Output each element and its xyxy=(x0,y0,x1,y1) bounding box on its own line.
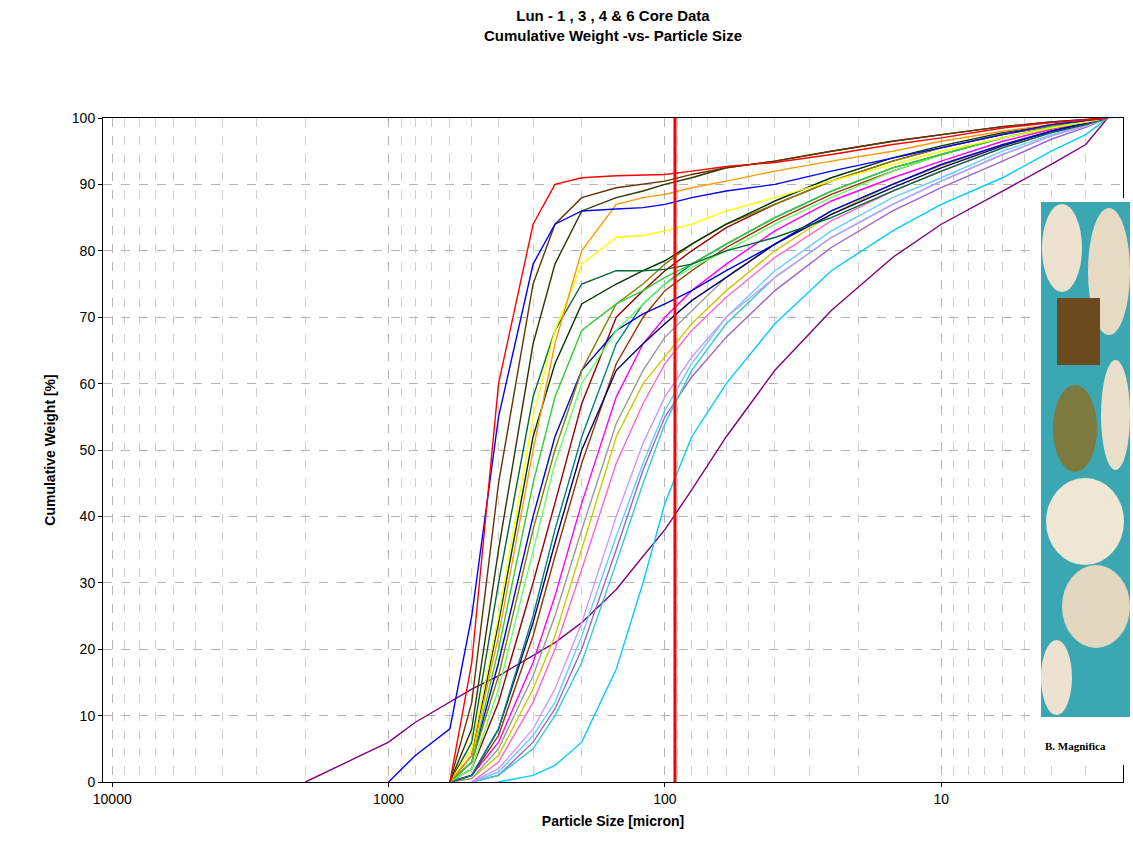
svg-text:Particle Size [micron]: Particle Size [micron] xyxy=(542,813,684,829)
svg-text:1000: 1000 xyxy=(373,791,404,807)
svg-text:100: 100 xyxy=(653,791,677,807)
svg-text:0: 0 xyxy=(87,774,95,790)
svg-text:10000: 10000 xyxy=(93,791,132,807)
svg-text:10: 10 xyxy=(933,791,949,807)
svg-text:70: 70 xyxy=(80,309,96,325)
svg-text:20: 20 xyxy=(80,641,96,657)
svg-text:10: 10 xyxy=(80,708,96,724)
svg-text:90: 90 xyxy=(80,176,96,192)
svg-text:80: 80 xyxy=(80,243,96,259)
svg-text:Cumulative Weight [%]: Cumulative Weight [%] xyxy=(42,374,58,525)
svg-text:Lun - 1 , 3 , 4 & 6 Core DataC: Lun - 1 , 3 , 4 & 6 Core DataCumulative … xyxy=(484,7,742,44)
svg-text:50: 50 xyxy=(80,442,96,458)
svg-text:40: 40 xyxy=(80,508,96,524)
svg-text:30: 30 xyxy=(80,575,96,591)
svg-text:60: 60 xyxy=(80,376,96,392)
svg-text:B. Magnifica: B. Magnifica xyxy=(1045,740,1106,752)
svg-text:100: 100 xyxy=(72,110,96,126)
